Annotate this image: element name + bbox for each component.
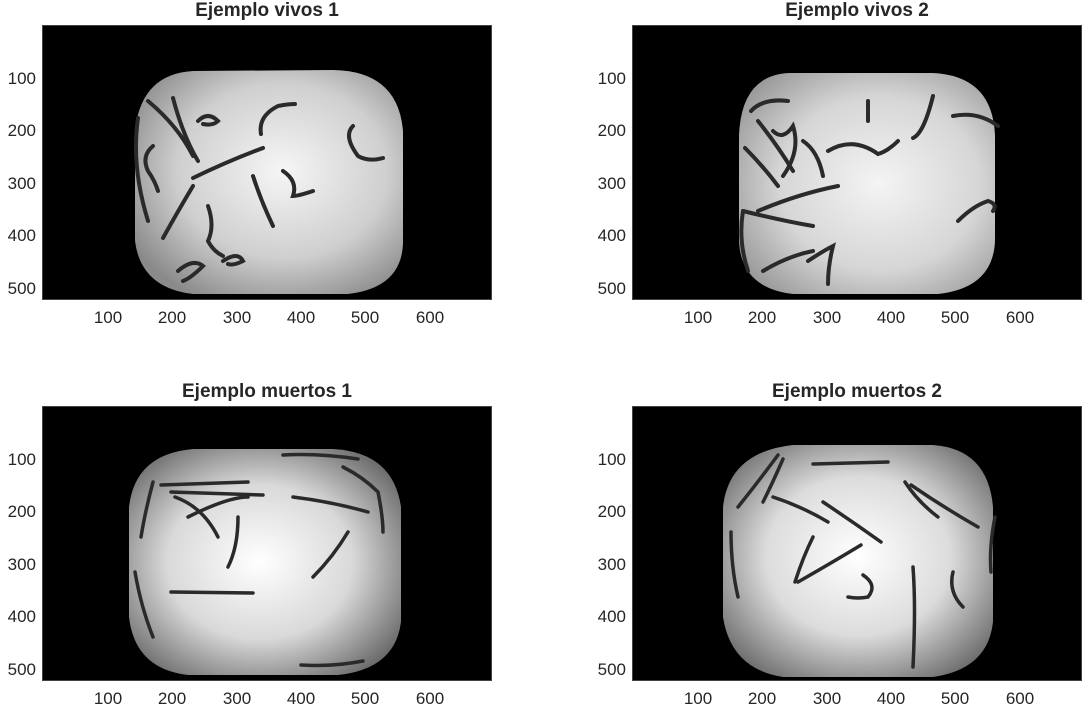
x-tick-label: 400 <box>876 689 906 708</box>
y-tick-label: 100 <box>7 450 36 469</box>
y-tick-label: 200 <box>597 121 626 140</box>
y-tick-label: 500 <box>597 279 626 298</box>
panel-title: Ejemplo vivos 1 <box>195 0 339 21</box>
x-tick-label: 100 <box>683 308 713 327</box>
panel-muertos-2: Ejemplo muertos 2 <box>590 381 1087 721</box>
panel-vivos-1: Ejemplo vivos 1 <box>0 0 545 340</box>
worm-image <box>133 70 403 294</box>
y-tick-label: 500 <box>7 279 36 298</box>
panel-title: Ejemplo muertos 2 <box>772 381 942 402</box>
y-tick-label: 200 <box>7 502 36 521</box>
y-tick-label: 500 <box>597 660 626 679</box>
worm-image <box>723 445 997 677</box>
x-tick-label: 300 <box>812 308 842 327</box>
worm-image <box>739 73 1000 294</box>
panel-title: Ejemplo muertos 1 <box>182 381 352 402</box>
image-axes <box>632 406 1082 681</box>
x-tick-label: 400 <box>286 308 316 327</box>
x-tick-label: 600 <box>415 308 445 327</box>
y-tick-label: 400 <box>597 607 626 626</box>
panel-title: Ejemplo vivos 2 <box>785 0 929 21</box>
y-tick-label: 300 <box>7 174 36 193</box>
x-tick-label: 200 <box>747 689 777 708</box>
worm-image <box>129 449 401 675</box>
y-tick-label: 100 <box>597 69 626 88</box>
y-tick-label: 100 <box>7 69 36 88</box>
y-tick-label: 400 <box>7 607 36 626</box>
x-tick-label: 100 <box>683 689 713 708</box>
image-axes <box>42 406 492 681</box>
panel-vivos-2: Ejemplo vivos 2 <box>590 0 1087 340</box>
x-tick-label: 400 <box>876 308 906 327</box>
x-tick-label: 300 <box>812 689 842 708</box>
x-tick-label: 200 <box>747 308 777 327</box>
y-tick-label: 300 <box>597 174 626 193</box>
image-axes <box>42 25 492 300</box>
x-tick-label: 600 <box>1005 689 1035 708</box>
x-tick-label: 500 <box>940 308 970 327</box>
x-tick-label: 500 <box>350 308 380 327</box>
x-tick-label: 100 <box>93 308 123 327</box>
y-tick-label: 300 <box>597 555 626 574</box>
x-tick-label: 500 <box>940 689 970 708</box>
y-tick-label: 400 <box>7 226 36 245</box>
y-tick-label: 300 <box>7 555 36 574</box>
x-tick-label: 600 <box>1005 308 1035 327</box>
y-tick-label: 400 <box>597 226 626 245</box>
image-axes <box>632 25 1082 300</box>
y-tick-label: 200 <box>597 502 626 521</box>
y-tick-label: 100 <box>597 450 626 469</box>
panel-muertos-1: Ejemplo muertos 1 <box>0 381 545 721</box>
x-tick-label: 100 <box>93 689 123 708</box>
x-tick-label: 300 <box>222 689 252 708</box>
x-tick-label: 600 <box>415 689 445 708</box>
y-tick-label: 500 <box>7 660 36 679</box>
x-tick-label: 200 <box>157 308 187 327</box>
x-tick-label: 200 <box>157 689 187 708</box>
x-tick-label: 300 <box>222 308 252 327</box>
x-tick-label: 400 <box>286 689 316 708</box>
y-tick-label: 200 <box>7 121 36 140</box>
x-tick-label: 500 <box>350 689 380 708</box>
